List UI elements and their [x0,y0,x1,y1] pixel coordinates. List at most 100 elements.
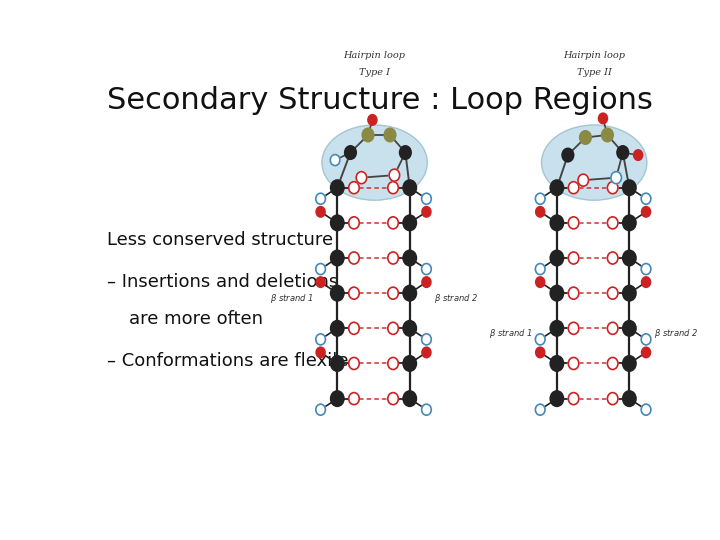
Text: $\beta$ strand 1: $\beta$ strand 1 [269,292,313,305]
Circle shape [348,393,359,404]
Circle shape [330,179,345,196]
Circle shape [536,404,545,415]
Circle shape [578,174,588,186]
Circle shape [402,214,417,232]
Circle shape [535,346,546,359]
Circle shape [330,390,345,407]
Circle shape [536,334,545,345]
Circle shape [568,357,579,369]
Circle shape [422,334,431,345]
Circle shape [348,181,359,194]
Circle shape [421,276,432,288]
Circle shape [316,334,325,345]
Text: Hairpin loop: Hairpin loop [343,51,405,59]
Text: Less conserved structure: Less conserved structure [107,231,333,249]
Circle shape [356,172,366,184]
Ellipse shape [322,125,428,200]
Circle shape [549,390,564,407]
Circle shape [608,322,618,334]
Circle shape [330,285,345,302]
Circle shape [562,147,575,163]
Circle shape [388,393,398,404]
Circle shape [330,214,345,232]
Circle shape [600,127,614,143]
Circle shape [388,181,398,194]
Circle shape [421,346,432,359]
Circle shape [598,112,608,124]
Text: Hairpin loop: Hairpin loop [563,51,625,59]
Circle shape [348,357,359,369]
Circle shape [388,357,398,369]
Circle shape [608,217,618,229]
Circle shape [568,252,579,264]
Circle shape [622,214,636,232]
Circle shape [622,320,636,337]
Circle shape [367,114,378,126]
Text: Secondary Structure : Loop Regions: Secondary Structure : Loop Regions [107,85,652,114]
Circle shape [642,264,651,274]
Circle shape [549,214,564,232]
Circle shape [399,145,412,160]
Circle shape [642,193,651,204]
Circle shape [402,179,417,196]
Circle shape [642,334,651,345]
Circle shape [535,276,546,288]
Circle shape [549,285,564,302]
Text: Type I: Type I [359,68,390,77]
Circle shape [568,217,579,229]
Circle shape [608,181,618,194]
Circle shape [622,390,636,407]
Circle shape [315,276,326,288]
Circle shape [402,320,417,337]
Text: $\beta$ strand 2: $\beta$ strand 2 [434,292,478,305]
Circle shape [348,322,359,334]
Circle shape [330,154,340,166]
Circle shape [579,130,592,145]
Circle shape [535,206,546,218]
Circle shape [633,149,644,161]
Circle shape [330,249,345,267]
Circle shape [422,264,431,274]
Circle shape [315,206,326,218]
Circle shape [361,127,374,143]
Circle shape [608,287,618,299]
Circle shape [316,193,325,204]
Circle shape [330,355,345,372]
Circle shape [402,285,417,302]
Circle shape [549,249,564,267]
Circle shape [622,249,636,267]
Circle shape [549,355,564,372]
Text: are more often: are more often [129,310,263,328]
Text: $\beta$ strand 1: $\beta$ strand 1 [489,327,533,340]
Circle shape [549,320,564,337]
Circle shape [330,320,345,337]
Circle shape [549,179,564,196]
Circle shape [389,169,400,181]
Circle shape [402,249,417,267]
Circle shape [622,179,636,196]
Circle shape [422,193,431,204]
Circle shape [608,357,618,369]
Circle shape [608,252,618,264]
Circle shape [536,264,545,274]
Circle shape [388,322,398,334]
Text: – Conformations are flexile: – Conformations are flexile [107,352,348,370]
Circle shape [641,346,652,359]
Circle shape [388,217,398,229]
Circle shape [642,404,651,415]
Circle shape [316,264,325,274]
Circle shape [622,285,636,302]
Ellipse shape [541,125,647,200]
Circle shape [641,276,652,288]
Circle shape [348,217,359,229]
Circle shape [641,206,652,218]
Circle shape [611,172,621,184]
Circle shape [422,404,431,415]
Circle shape [402,355,417,372]
Text: – Insertions and deletions: – Insertions and deletions [107,273,338,291]
Text: Type II: Type II [577,68,612,77]
Circle shape [344,145,357,160]
Circle shape [568,322,579,334]
Circle shape [421,206,432,218]
Circle shape [568,393,579,404]
